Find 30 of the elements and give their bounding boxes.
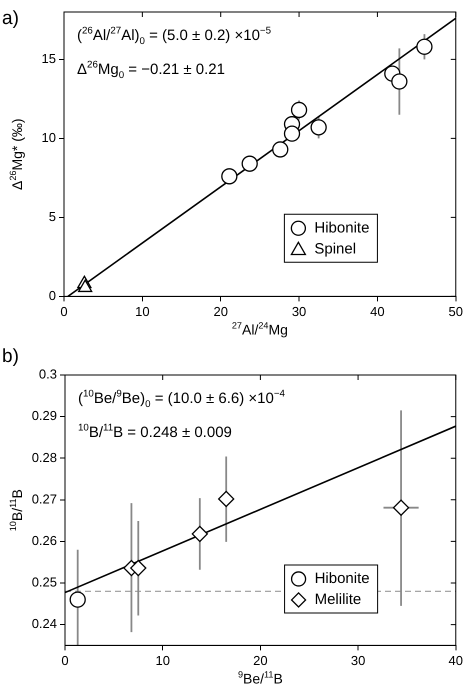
chart-title: b) — [2, 346, 19, 367]
y-tick-label: 0.24 — [32, 616, 57, 632]
legend-label: Hibonite — [314, 219, 370, 236]
x-tick-label: 20 — [253, 652, 268, 668]
x-tick-label: 0 — [61, 652, 69, 668]
y-tick-label: 10 — [42, 130, 56, 145]
x-tick-label: 30 — [292, 304, 306, 319]
y-tick-label: 15 — [42, 50, 56, 66]
legend-label: Spinel — [314, 240, 356, 258]
y-tick-label: 0.3 — [38, 366, 57, 382]
x-tick-label: 10 — [155, 652, 170, 668]
legend-label: Melilite — [314, 591, 362, 608]
y-tick-label: 0 — [48, 288, 56, 303]
y-tick-label: 0.27 — [32, 491, 57, 506]
y-axis-title: 10B/11B — [8, 489, 25, 532]
y-tick-label: 5 — [48, 208, 56, 224]
x-tick-label: 40 — [370, 304, 385, 319]
y-tick-label: 0.25 — [32, 574, 57, 590]
x-tick-label: 10 — [135, 304, 150, 319]
x-tick-label: 30 — [350, 652, 366, 668]
x-tick-label: 0 — [60, 304, 68, 319]
y-tick-label: 0.26 — [32, 532, 57, 548]
x-tick-label: 20 — [213, 304, 228, 319]
y-tick-label: 0.29 — [32, 408, 57, 424]
legend-label: Hibonite — [314, 570, 370, 588]
y-axis-title: Δ26Mg* (‰) — [8, 118, 25, 190]
chart-title: a) — [2, 8, 19, 29]
x-tick-label: 40 — [448, 652, 464, 668]
x-tick-label: 50 — [448, 304, 464, 319]
y-tick-label: 0.28 — [32, 450, 57, 465]
